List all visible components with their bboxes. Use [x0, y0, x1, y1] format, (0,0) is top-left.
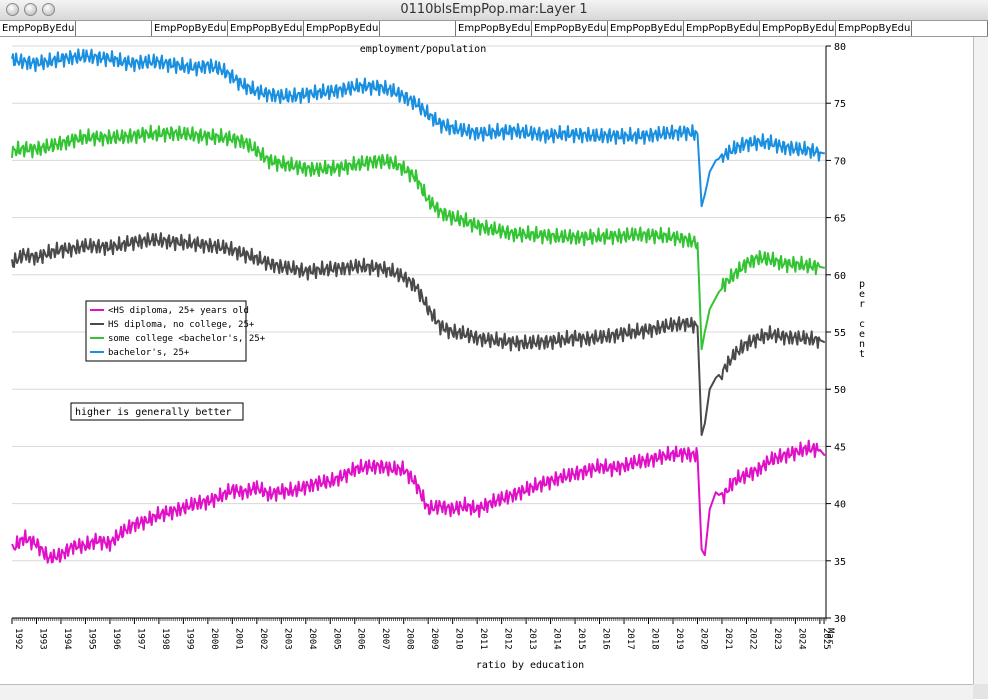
y-tick-label: 40: [834, 500, 846, 511]
y-tick-label: 65: [834, 214, 846, 225]
series-lines: [11, 48, 826, 564]
x-tick-label: 2025: [821, 628, 831, 650]
series-line: [11, 124, 825, 351]
window-title: 0110blsEmpPop.mar:Layer 1: [400, 2, 588, 17]
layer-tab[interactable]: EmpPopByEdu: [610, 21, 684, 36]
y-axis-label-char: t: [859, 349, 865, 360]
layer-tab[interactable]: EmpPopByEdu: [838, 21, 912, 36]
layer-tab[interactable]: [912, 21, 988, 36]
y-tick-label: 35: [834, 557, 846, 568]
legend-entry: <HS diploma, 25+ years old: [108, 306, 249, 316]
x-tick-label: 2021: [723, 628, 733, 650]
axes: 30 35 40 45 50 55 60 65 70 75 80 1992 1993 1994 1995 19…: [11, 42, 846, 650]
x-tick-label: 2004: [307, 628, 317, 650]
x-tick-label: 2018: [650, 628, 660, 650]
x-tick-label: 1992: [13, 628, 23, 650]
series-line: [11, 232, 826, 436]
layer-tab[interactable]: EmpPopByEdu: [154, 21, 228, 36]
y-tick-label: 30: [834, 614, 846, 625]
y-axis-label-char: e: [859, 289, 865, 300]
note-box: higher is generally better: [70, 402, 244, 421]
x-tick-label: 2016: [601, 628, 611, 650]
x-tick-label: 2002: [258, 628, 268, 650]
layer-tab[interactable]: [380, 21, 456, 36]
layer-tab[interactable]: EmpPopByEdu: [2, 21, 76, 36]
layer-tab-bar: EmpPopByEdu EmpPopByEdu EmpPopByEdu EmpPopB…: [0, 21, 988, 37]
employment-chart: 30 35 40 45 50 55 60 65 70 75 80 1992 1993 1994 1995 19…: [0, 37, 973, 684]
y-axis-label-char: c: [859, 319, 865, 330]
note-text: higher is generally better: [75, 407, 232, 418]
layer-tab[interactable]: [76, 21, 152, 36]
y-tick-label: 80: [834, 42, 846, 53]
x-tick-label: 1996: [111, 628, 121, 650]
y-tick-label: 60: [834, 271, 846, 282]
x-tick-label: 2014: [552, 628, 562, 650]
x-tick-label: Mar: [825, 628, 835, 645]
y-axis-label-char: e: [859, 329, 865, 340]
y-tick-label: 75: [834, 99, 846, 110]
window-titlebar: 0110blsEmpPop.mar:Layer 1: [0, 0, 988, 21]
legend-entry: some college <bachelor's, 25+: [108, 334, 266, 344]
legend: <HS diploma, 25+ years old HS diploma, no…: [85, 300, 266, 362]
y-tick-label: 55: [834, 328, 846, 339]
x-tick-label: 1993: [37, 628, 47, 650]
y-axis-label-char: r: [859, 299, 865, 310]
x-tick-label: 2009: [429, 628, 439, 650]
x-tick-label: 2013: [527, 628, 537, 650]
layer-tab[interactable]: EmpPopByEdu: [230, 21, 304, 36]
x-axis-label: ratio by education: [476, 660, 584, 671]
zoom-window-icon[interactable]: [42, 3, 55, 16]
y-tick-label: 70: [834, 156, 846, 167]
layer-tab[interactable]: EmpPopByEdu: [762, 21, 836, 36]
x-tick-label: 2022: [747, 628, 757, 650]
resize-handle[interactable]: [973, 684, 988, 699]
x-tick-label: 2024: [796, 628, 806, 650]
x-tick-label: 2015: [576, 628, 586, 650]
y-tick-label: 45: [834, 442, 846, 453]
x-tick-label: 1994: [62, 628, 72, 650]
chart-title: employment/population: [360, 44, 486, 55]
legend-box: [85, 300, 247, 362]
series-line: [11, 439, 826, 564]
horizontal-scrollbar[interactable]: [0, 684, 973, 700]
x-tick-label: 2006: [356, 628, 366, 650]
layer-tab[interactable]: EmpPopByEdu: [306, 21, 380, 36]
x-tick-label: 2000: [209, 628, 219, 650]
y-axis-label-char: n: [859, 339, 865, 350]
x-tick-label: 2007: [380, 628, 390, 650]
y-tick-label: 50: [834, 385, 846, 396]
x-tick-label: 2005: [331, 628, 341, 650]
legend-entry: HS diploma, no college, 25+: [108, 320, 255, 330]
close-window-icon[interactable]: [6, 3, 19, 16]
series-line: [11, 48, 825, 208]
x-tick-label: 2019: [674, 628, 684, 650]
x-tick-label: 2020: [698, 628, 708, 650]
y-axis-label-char: p: [859, 279, 865, 290]
x-tick-label: 2010: [454, 628, 464, 650]
x-tick-label: 1997: [135, 628, 145, 650]
x-tick-label: 2017: [625, 628, 635, 650]
x-tick-label: 1998: [160, 628, 170, 650]
layer-tab[interactable]: EmpPopByEdu: [686, 21, 760, 36]
x-tick-label: 2012: [503, 628, 513, 650]
minimize-window-icon[interactable]: [24, 3, 37, 16]
x-tick-label: 2011: [478, 628, 488, 650]
x-tick-label: 1995: [86, 628, 96, 650]
layer-tab[interactable]: EmpPopByEdu: [534, 21, 608, 36]
x-tick-label: 1999: [184, 628, 194, 650]
x-tick-label: 2023: [772, 628, 782, 650]
layer-tab[interactable]: EmpPopByEdu: [458, 21, 532, 36]
vertical-scrollbar[interactable]: [973, 37, 988, 684]
legend-entry: bachelor's, 25+: [108, 348, 190, 358]
x-tick-label: 2001: [233, 628, 243, 650]
x-tick-label: 2008: [405, 628, 415, 650]
x-tick-label: 2003: [282, 628, 292, 650]
